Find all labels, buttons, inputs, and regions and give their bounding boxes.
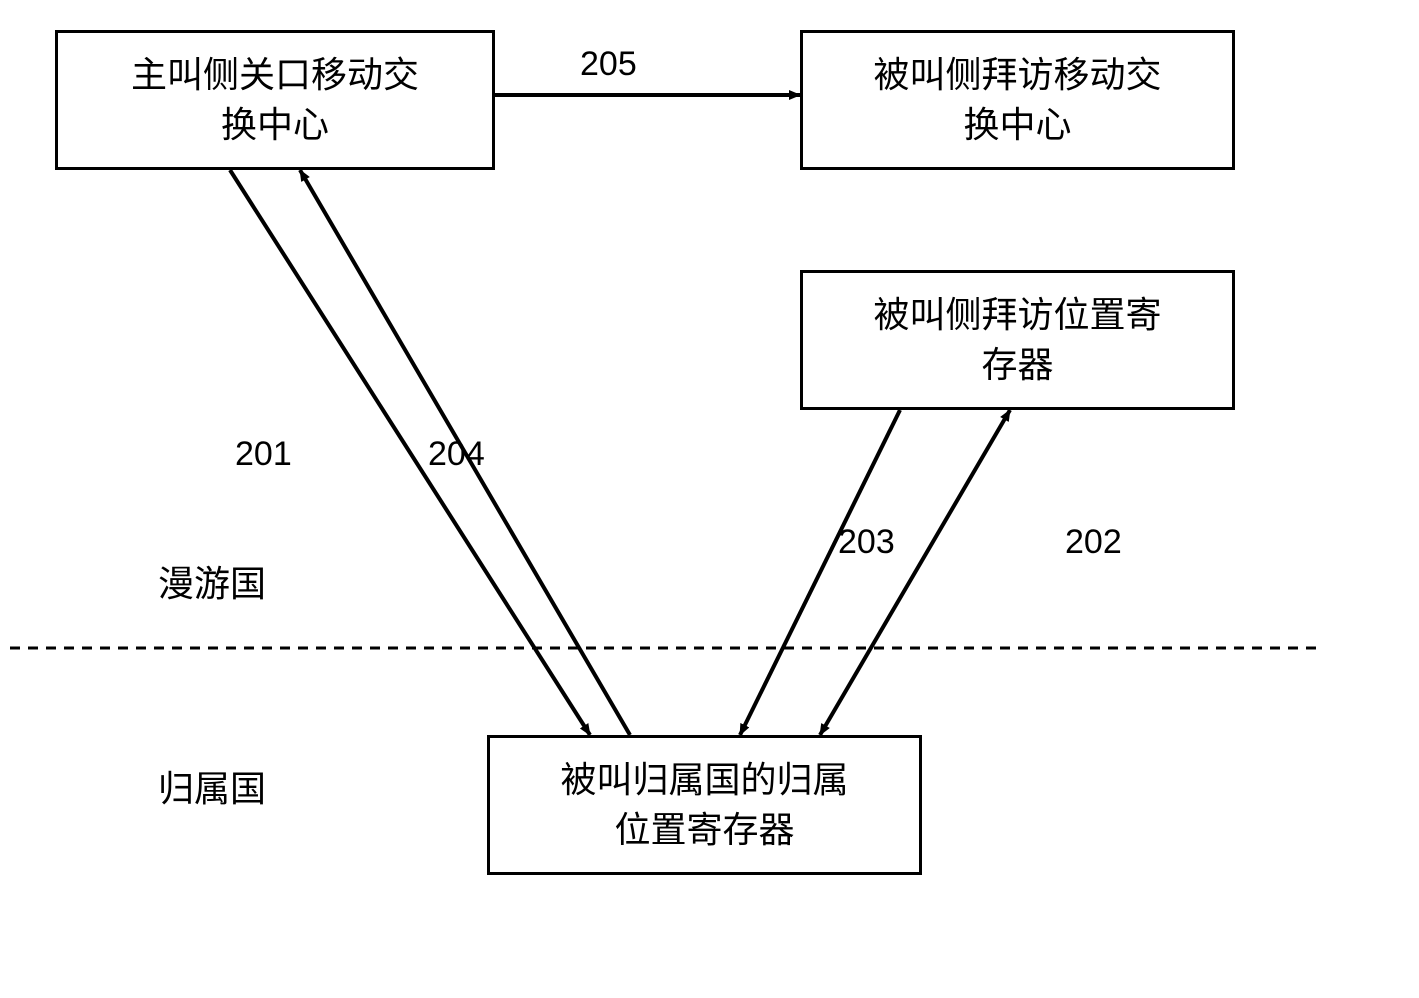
node-hlr-label: 被叫归属国的归属位置寄存器 (560, 755, 848, 856)
edge-202-line (820, 410, 1010, 735)
region-roaming-label: 漫游国 (158, 555, 266, 607)
node-gmsc: 主叫侧关口移动交换中心 (55, 30, 495, 170)
diagram-container: 主叫侧关口移动交换中心 被叫侧拜访移动交换中心 被叫侧拜访位置寄存器 被叫归属国… (0, 0, 1419, 998)
region-home-label: 归属国 (158, 760, 266, 812)
node-vlr-label: 被叫侧拜访位置寄存器 (873, 290, 1161, 391)
node-hlr: 被叫归属国的归属位置寄存器 (487, 735, 922, 875)
node-vmsc: 被叫侧拜访移动交换中心 (800, 30, 1235, 170)
node-vmsc-label: 被叫侧拜访移动交换中心 (873, 50, 1161, 151)
edge-203-label: 203 (838, 523, 895, 562)
edge-201-label: 201 (235, 435, 292, 474)
edge-203-line (740, 410, 900, 735)
node-vlr: 被叫侧拜访位置寄存器 (800, 270, 1235, 410)
edge-202-label: 202 (1065, 523, 1122, 562)
edge-204-label: 204 (428, 435, 485, 474)
edge-205-label: 205 (580, 45, 637, 84)
node-gmsc-label: 主叫侧关口移动交换中心 (131, 50, 419, 151)
